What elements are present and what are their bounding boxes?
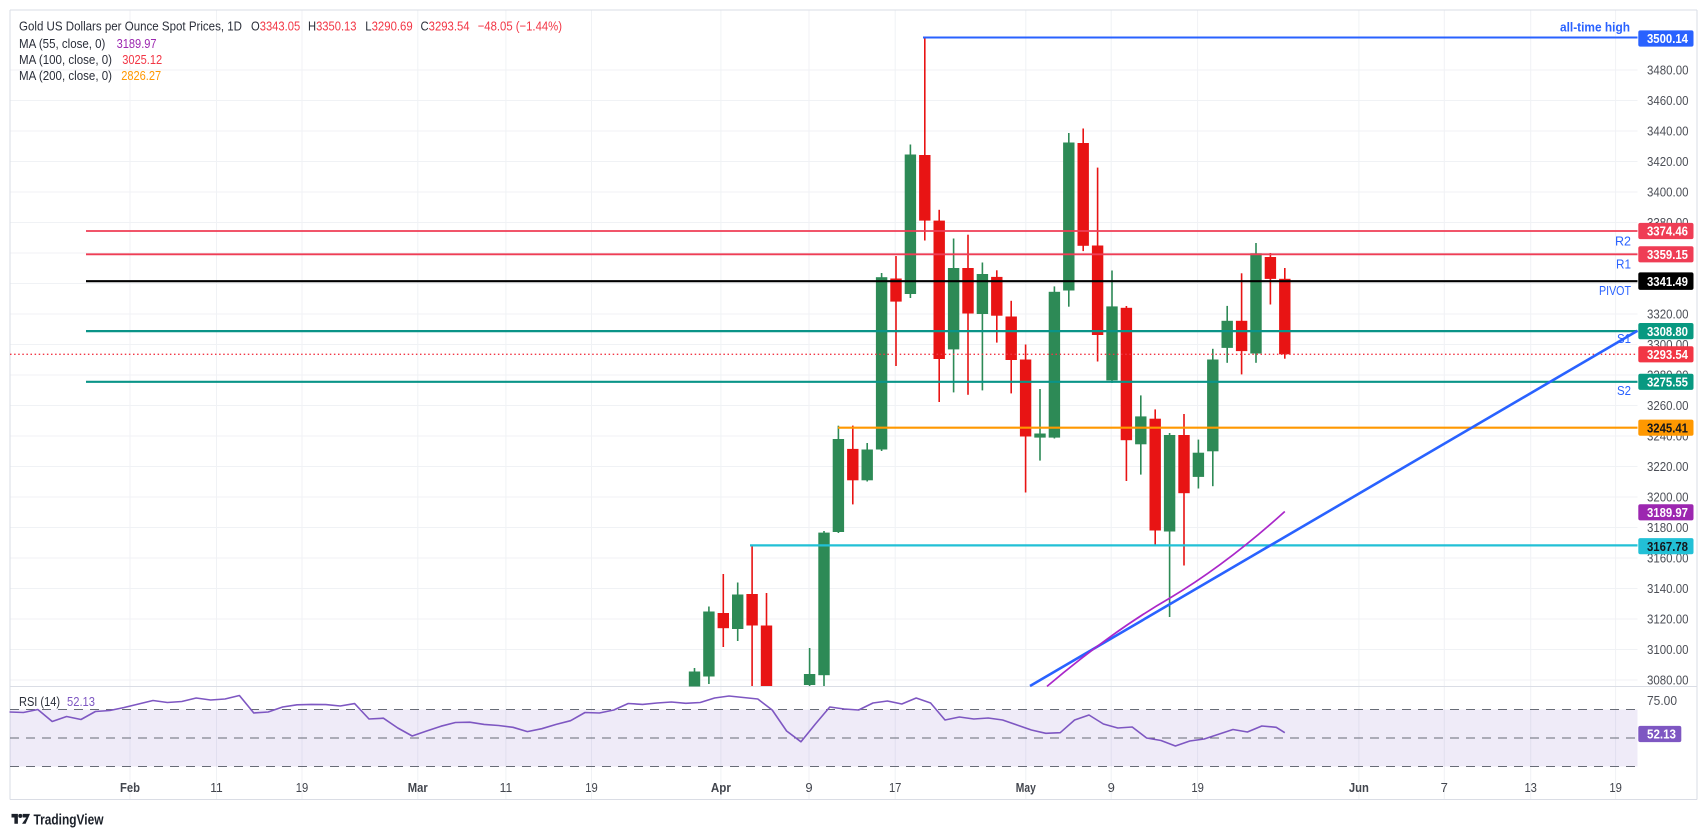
svg-text:PIVOT: PIVOT — [1599, 283, 1631, 298]
svg-text:Mar: Mar — [408, 780, 428, 795]
svg-text:13: 13 — [1524, 780, 1537, 795]
svg-text:19: 19 — [585, 780, 598, 795]
svg-text:3167.78: 3167.78 — [1647, 539, 1688, 554]
svg-text:3359.15: 3359.15 — [1647, 247, 1688, 262]
svg-text:L3290.69: L3290.69 — [365, 19, 412, 34]
svg-text:19: 19 — [1191, 780, 1204, 795]
svg-text:H3350.13: H3350.13 — [308, 19, 357, 34]
svg-text:R2: R2 — [1615, 234, 1631, 249]
svg-text:3374.46: 3374.46 — [1647, 224, 1688, 239]
svg-text:3500.14: 3500.14 — [1647, 31, 1689, 46]
svg-text:19: 19 — [296, 780, 309, 795]
svg-text:3260.00: 3260.00 — [1647, 398, 1689, 413]
svg-text:Apr: Apr — [711, 780, 731, 795]
svg-text:17: 17 — [889, 780, 902, 795]
svg-text:3200.00: 3200.00 — [1647, 490, 1689, 505]
svg-text:11: 11 — [500, 780, 513, 795]
svg-text:3460.00: 3460.00 — [1647, 93, 1689, 108]
svg-text:3308.80: 3308.80 — [1647, 324, 1688, 339]
svg-text:3341.49: 3341.49 — [1647, 274, 1688, 289]
svg-text:3180.00: 3180.00 — [1647, 520, 1689, 535]
svg-text:−48.05 (−1.44%): −48.05 (−1.44%) — [478, 19, 562, 34]
svg-text:9: 9 — [1108, 780, 1115, 795]
svg-text:Gold US Dollars per Ounce Spot: Gold US Dollars per Ounce Spot Prices, 1… — [19, 19, 242, 34]
svg-text:3293.54: 3293.54 — [1647, 347, 1689, 362]
svg-text:75.00: 75.00 — [1647, 693, 1677, 708]
svg-text:3440.00: 3440.00 — [1647, 124, 1689, 139]
svg-text:3480.00: 3480.00 — [1647, 63, 1689, 78]
svg-text:2826.27: 2826.27 — [121, 68, 161, 83]
svg-text:3275.55: 3275.55 — [1647, 375, 1688, 390]
svg-text:S1: S1 — [1617, 331, 1631, 346]
svg-text:3400.00: 3400.00 — [1647, 185, 1689, 200]
svg-text:Feb: Feb — [120, 780, 140, 795]
svg-text:TradingView: TradingView — [34, 812, 104, 829]
svg-text:3025.12: 3025.12 — [122, 52, 162, 67]
svg-text:3140.00: 3140.00 — [1647, 581, 1689, 596]
svg-text:52.13: 52.13 — [1647, 727, 1676, 742]
svg-text:3100.00: 3100.00 — [1647, 642, 1689, 657]
svg-text:C3293.54: C3293.54 — [421, 19, 470, 34]
svg-text:52.13: 52.13 — [67, 694, 95, 709]
svg-text:9: 9 — [805, 780, 812, 795]
svg-text:RSI (14): RSI (14) — [19, 694, 60, 709]
svg-text:3120.00: 3120.00 — [1647, 612, 1689, 627]
svg-text:3245.41: 3245.41 — [1647, 420, 1688, 435]
svg-text:May: May — [1016, 780, 1037, 795]
svg-text:MA (200, close, 0): MA (200, close, 0) — [19, 68, 112, 83]
svg-text:11: 11 — [210, 780, 223, 795]
svg-text:all-time high: all-time high — [1560, 20, 1630, 35]
svg-text:3420.00: 3420.00 — [1647, 154, 1689, 169]
svg-text:3189.97: 3189.97 — [117, 36, 157, 51]
svg-text:3320.00: 3320.00 — [1647, 307, 1689, 322]
svg-text:7: 7 — [1441, 780, 1448, 795]
svg-text:MA (55, close, 0): MA (55, close, 0) — [19, 36, 105, 51]
svg-text:MA (100, close, 0): MA (100, close, 0) — [19, 52, 112, 67]
svg-text:S2: S2 — [1617, 383, 1631, 398]
svg-text:3189.97: 3189.97 — [1647, 505, 1688, 520]
svg-text:19: 19 — [1609, 780, 1622, 795]
svg-text:3080.00: 3080.00 — [1647, 673, 1689, 688]
svg-text:O3343.05: O3343.05 — [251, 19, 300, 34]
svg-text:Jun: Jun — [1349, 780, 1369, 795]
svg-text:3220.00: 3220.00 — [1647, 459, 1689, 474]
svg-text:R1: R1 — [1616, 257, 1631, 272]
